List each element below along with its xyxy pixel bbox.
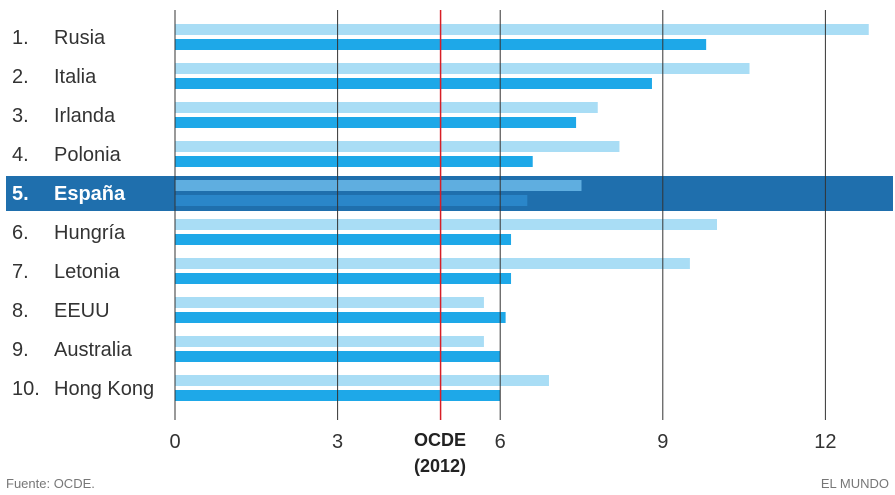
rank-label: 9. — [12, 339, 29, 361]
country-label: Letonia — [54, 261, 120, 283]
x-axis-tick-layer: 0 3 6 9 12 — [169, 431, 836, 453]
category-label-layer: 1. Rusia 2. Italia 3. Irlanda 4. Polonia 5. Españ… — [12, 27, 154, 400]
bar-light — [175, 258, 690, 269]
x-tick-label: 12 — [814, 431, 836, 453]
bar-light — [175, 180, 582, 191]
brand-label: EL MUNDO — [821, 476, 889, 491]
bar-light — [175, 297, 484, 308]
rank-label: 3. — [12, 105, 29, 127]
bar-dark — [175, 195, 528, 206]
bar-layer — [175, 24, 869, 401]
x-tick-label: 6 — [495, 431, 506, 453]
bar-light — [175, 141, 620, 152]
country-label: EEUU — [54, 300, 110, 322]
country-label: España — [54, 183, 126, 205]
reference-line-label-top: OCDE — [414, 430, 466, 450]
bar-light — [175, 375, 549, 386]
rank-label: 6. — [12, 222, 29, 244]
rank-label: 5. — [12, 183, 29, 205]
rank-label: 7. — [12, 261, 29, 283]
bar-dark — [175, 234, 512, 245]
country-label: Australia — [54, 339, 133, 361]
bar-light — [175, 63, 750, 74]
x-tick-label: 0 — [169, 431, 180, 453]
country-label: Rusia — [54, 27, 106, 49]
bar-light — [175, 102, 598, 113]
country-label: Hong Kong — [54, 378, 154, 400]
bar-light — [175, 24, 869, 35]
bar-dark — [175, 117, 577, 128]
rank-label: 10. — [12, 378, 40, 400]
bar-light — [175, 336, 484, 347]
bar-dark — [175, 156, 533, 167]
bar-dark — [175, 312, 506, 323]
x-tick-label: 9 — [657, 431, 668, 453]
bar-dark — [175, 273, 512, 284]
country-label: Italia — [54, 66, 97, 88]
rank-label: 4. — [12, 144, 29, 166]
country-label: Irlanda — [54, 105, 116, 127]
rank-label: 2. — [12, 66, 29, 88]
bar-light — [175, 219, 717, 230]
country-label: Hungría — [54, 222, 126, 244]
bar-dark — [175, 78, 652, 89]
x-tick-label: 3 — [332, 431, 343, 453]
source-note: Fuente: OCDE. — [6, 476, 95, 491]
rank-label: 8. — [12, 300, 29, 322]
grid-layer — [174, 10, 826, 420]
rank-label: 1. — [12, 27, 29, 49]
reference-line-label-bottom: (2012) — [414, 456, 466, 476]
country-label: Polonia — [54, 144, 122, 166]
